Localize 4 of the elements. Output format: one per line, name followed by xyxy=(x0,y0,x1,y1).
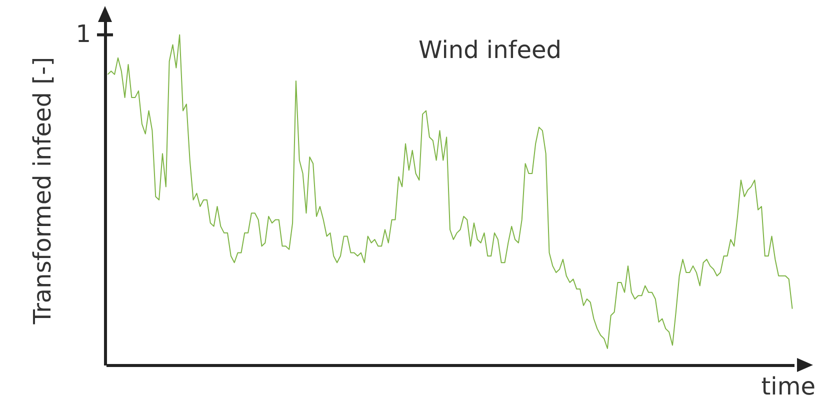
y-axis-title: Transformed infeed [-] xyxy=(28,56,56,326)
x-axis-title: time xyxy=(761,372,816,400)
chart-title: Wind infeed xyxy=(418,36,562,64)
text: 1 xyxy=(76,20,91,48)
